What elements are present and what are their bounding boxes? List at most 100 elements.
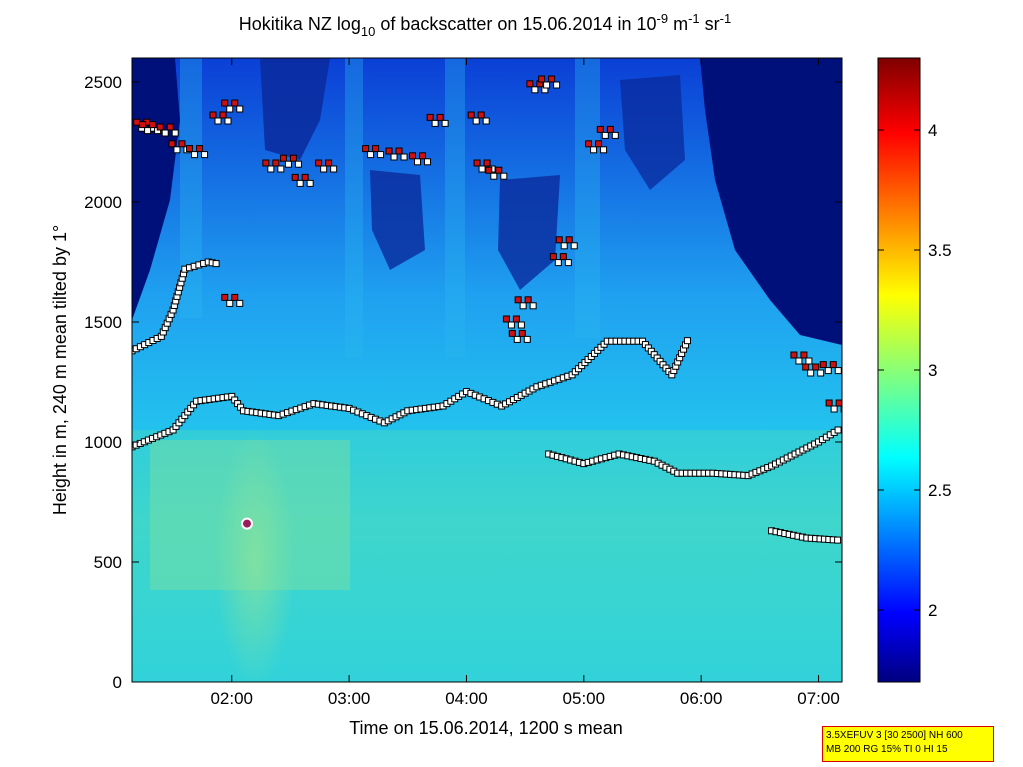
cloud-marker <box>284 160 292 168</box>
colorbar-tick-label: 3 <box>928 361 937 380</box>
cloud-marker <box>596 125 604 133</box>
streak-3 <box>445 58 465 358</box>
colorbar-tick-label: 2 <box>928 601 937 620</box>
green-plume <box>215 430 295 682</box>
cloud-marker <box>166 123 174 131</box>
cloud-marker <box>565 236 573 244</box>
cloud-marker <box>414 158 422 166</box>
cloud-marker <box>600 146 608 154</box>
cloud-marker <box>226 105 234 113</box>
layer-marker <box>683 337 691 345</box>
cloud-marker <box>560 242 568 250</box>
cloud-marker <box>559 253 567 261</box>
x-tick-label: 05:00 <box>563 689 606 708</box>
cloud-marker <box>554 259 562 267</box>
highlight-point <box>241 517 254 530</box>
cloud-marker <box>209 111 217 119</box>
cloud-marker <box>385 147 393 155</box>
cloud-marker <box>315 159 323 167</box>
cloud-marker <box>236 299 244 307</box>
cloud-marker <box>830 405 838 413</box>
cloud-marker <box>133 118 141 126</box>
cloud-marker <box>424 158 432 166</box>
cloud-marker <box>139 121 147 129</box>
cloud-marker <box>553 81 561 89</box>
cloud-marker <box>291 173 299 181</box>
cloud-marker <box>467 111 475 119</box>
cloud-marker <box>805 357 813 365</box>
cloud-marker <box>236 105 244 113</box>
cloud-marker <box>419 152 427 160</box>
x-tick-label: 06:00 <box>680 689 723 708</box>
cloud-marker <box>325 159 333 167</box>
cloud-marker <box>548 75 556 83</box>
cloud-marker <box>144 127 152 135</box>
cloud-marker <box>431 119 439 127</box>
cloud-marker <box>485 166 493 174</box>
cloud-marker <box>221 99 229 107</box>
cloud-marker <box>367 151 375 159</box>
cloud-marker <box>507 321 515 329</box>
y-tick-label: 500 <box>94 553 122 572</box>
cloud-marker <box>267 165 275 173</box>
plot-frame <box>131 57 843 683</box>
cloud-marker <box>173 146 181 154</box>
colorbar <box>877 57 921 683</box>
layer-markers <box>545 426 842 480</box>
cloud-marker <box>513 335 521 343</box>
cloud-marker <box>473 159 481 167</box>
cloud-marker <box>495 166 503 174</box>
cloud-marker <box>518 329 526 337</box>
layer-markers <box>132 337 691 451</box>
cloud-marker <box>279 154 287 162</box>
clear-air-mid-3 <box>620 75 685 190</box>
cloud-marker <box>231 293 239 301</box>
info-box: 3.5XEFUV 3 [30 2500] NH 600 MB 200 RG 15… <box>822 726 994 762</box>
cloud-marker <box>219 111 227 119</box>
cloud-marker <box>330 165 338 173</box>
cloud-marker <box>478 165 486 173</box>
cloud-marker <box>277 165 285 173</box>
cloud-marker <box>590 146 598 154</box>
cloud-marker <box>817 369 825 377</box>
cloud-marker <box>512 315 520 323</box>
x-axis: 02:00 03:00 04:00 05:00 06:00 07:00 <box>210 58 840 708</box>
cloud-marker <box>543 81 551 89</box>
clear-air-mid-2 <box>498 175 560 290</box>
streak-2 <box>345 58 363 358</box>
cloud-marker <box>482 117 490 125</box>
y-axis: 0 500 1000 1500 2000 2500 <box>84 73 842 692</box>
cloud-marker <box>262 159 270 167</box>
y-axis-label: Height in m, 240 m mean tilted by 1° <box>50 225 70 515</box>
cloud-marker <box>531 86 539 94</box>
cloud-marker <box>824 367 832 375</box>
x-tick-label: 04:00 <box>445 689 488 708</box>
cloud-marker <box>517 321 525 329</box>
cloud-marker <box>812 363 820 371</box>
cloud-marker <box>519 302 527 310</box>
cloud-marker <box>508 329 516 337</box>
cloud-marker <box>585 140 593 148</box>
streak-4 <box>575 58 600 338</box>
cloud-marker <box>483 159 491 167</box>
x-tick-label: 02:00 <box>210 689 253 708</box>
cloud-marker <box>549 253 557 261</box>
cloud-marker <box>800 351 808 359</box>
info-line-2: MB 200 RG 15% TI 0 HI 15 <box>826 744 948 755</box>
cloud-marker <box>400 153 408 161</box>
layer-marker <box>834 536 842 544</box>
x-tick-label: 03:00 <box>328 689 371 708</box>
cloud-marker <box>790 351 798 359</box>
colorbar-tick-label: 3.5 <box>928 241 952 260</box>
cloud-marker <box>795 357 803 365</box>
cloud-marker <box>490 172 498 180</box>
cloud-marker <box>819 361 827 369</box>
cloud-marker <box>320 165 328 173</box>
cloud-marker <box>221 293 229 301</box>
cloud-marker <box>426 113 434 121</box>
cloud-marker <box>611 131 619 139</box>
cloud-marker <box>441 119 449 127</box>
y-tick-label: 1500 <box>84 313 122 332</box>
cloud-marker <box>526 80 534 88</box>
